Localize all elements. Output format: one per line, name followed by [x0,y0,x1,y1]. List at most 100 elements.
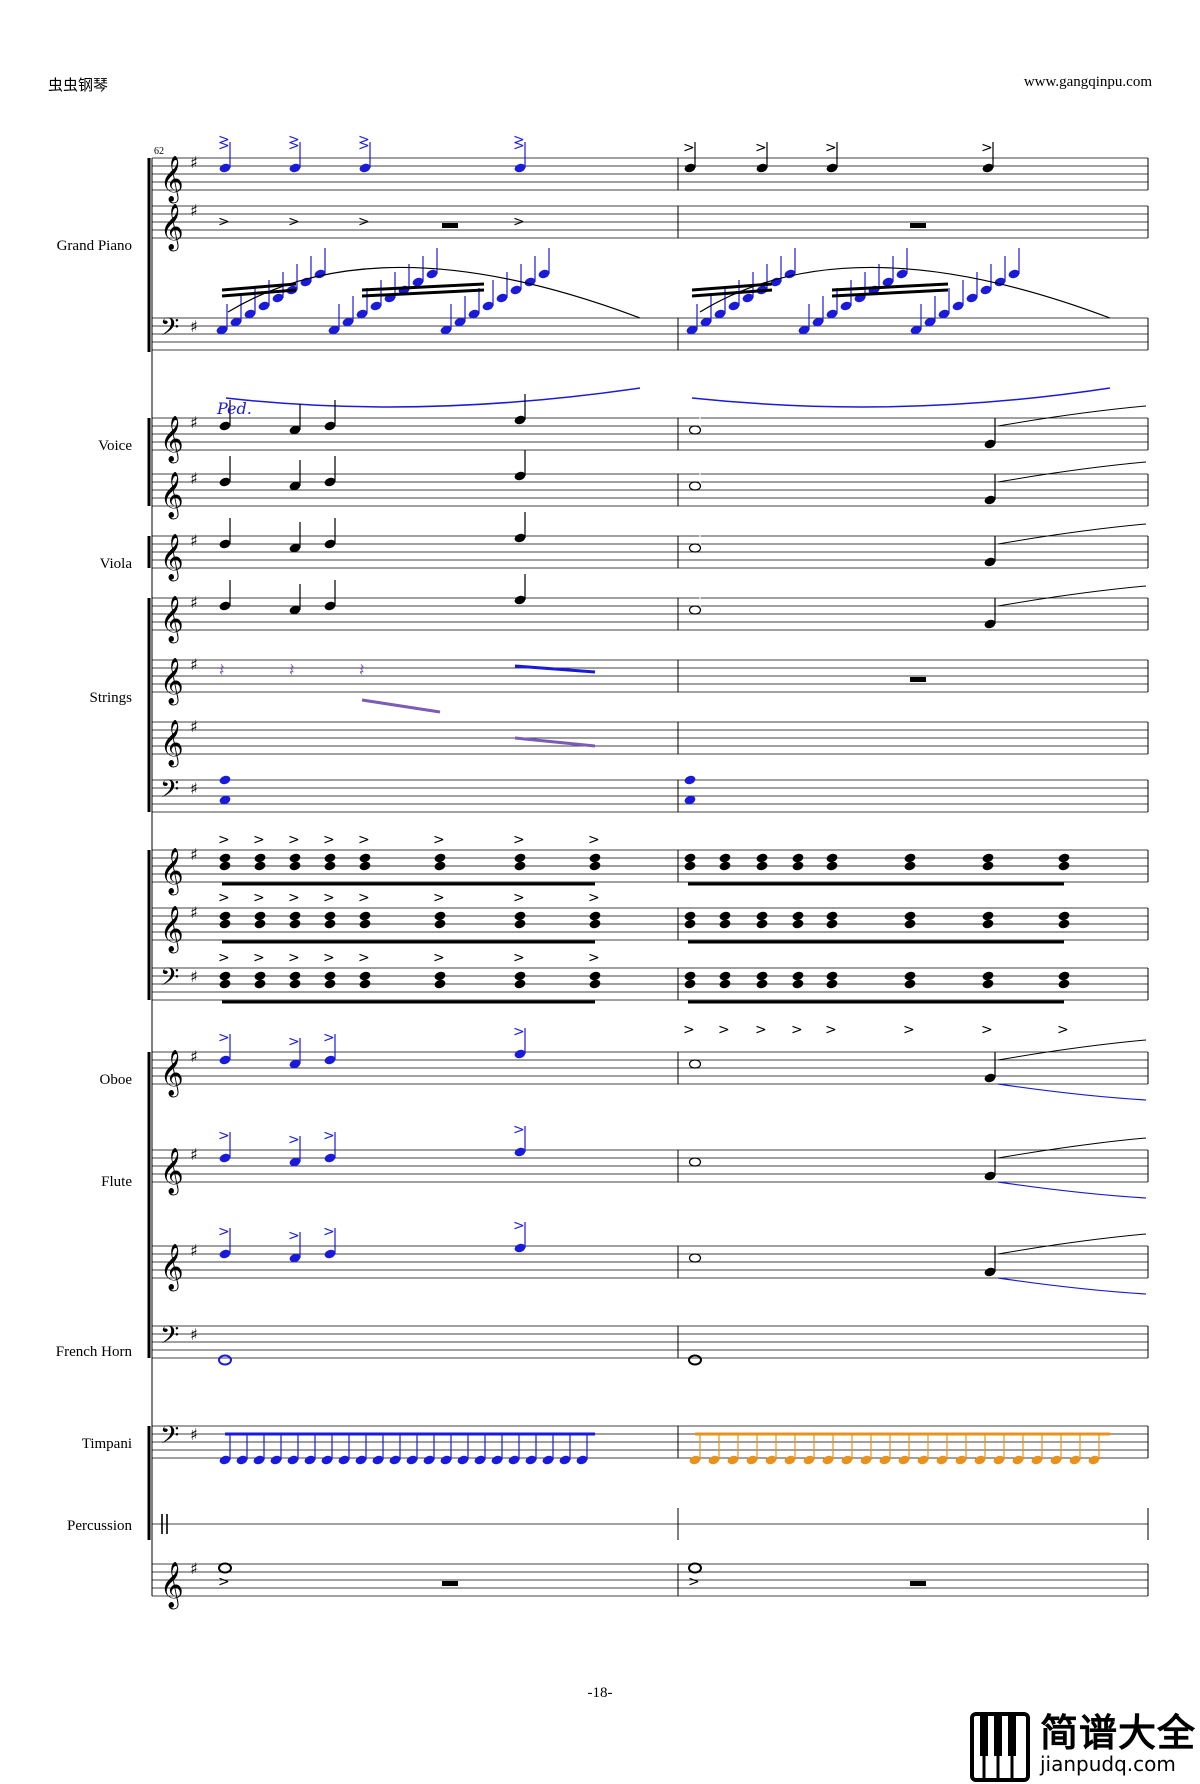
notehead [826,971,838,981]
accent-mark: > [288,132,300,148]
accent-mark: > [358,950,370,966]
notehead [514,595,526,605]
notehead [514,1049,526,1059]
notehead [792,853,804,863]
site-url-header[interactable]: www.gangqinpu.com [1023,74,1152,90]
accent-mark: > [218,1030,230,1046]
timpani-note [974,1455,986,1465]
whole-rest [910,1581,926,1586]
notehead [324,1055,336,1065]
accent-mark: > [513,214,525,230]
notehead [434,861,446,871]
notehead [589,861,601,871]
phrase-slur [997,1181,1147,1199]
sixteenth-note [538,269,550,279]
notehead [434,853,446,863]
half-notehead [688,543,702,553]
sixteenth-note [728,301,740,311]
sixteenth-note [686,325,698,335]
sharp-key-signature: ♯ [190,317,198,336]
notehead [1058,919,1070,929]
notehead [792,971,804,981]
phrase-slur [997,1277,1147,1295]
notehead [324,853,336,863]
quarter-rest: 𝄽 [289,660,295,681]
treble-clef-icon: 𝄞 [160,720,184,768]
notehead [324,539,336,549]
accent-mark: > [218,138,230,154]
sharp-key-signature: ♯ [190,1241,198,1260]
notehead [289,861,301,871]
accent-mark: > [903,1022,915,1038]
instrument-label-strings: Strings [89,690,132,706]
sixteenth-note [510,285,522,295]
notehead [219,1153,231,1163]
accent-mark: > [323,1030,335,1046]
sixteenth-note [244,309,256,319]
beam [514,664,596,674]
accent-mark: > [323,1224,335,1240]
sharp-key-signature: ♯ [190,717,198,736]
accent-mark: > [755,140,767,156]
half-notehead [688,1157,702,1167]
beam [831,288,949,298]
notehead [756,911,768,921]
instrument-label-percussion: Percussion [67,1518,132,1534]
half-notehead [688,1059,702,1069]
notehead [984,619,996,629]
notehead [589,979,601,989]
phrase-slur [997,1233,1147,1255]
timpani-note [1012,1455,1024,1465]
notehead [219,911,231,921]
instrument-label-oboe: Oboe [99,1072,133,1088]
treble-clef-icon: 𝄞 [160,534,184,582]
timpani-note [355,1455,367,1465]
accent-mark: > [513,832,525,848]
timpani-note [689,1455,701,1465]
timpani-note [457,1455,469,1465]
accent-mark: > [358,214,370,230]
notehead [984,439,996,449]
treble-clef-icon: 𝄞 [160,204,184,252]
treble-clef-icon: 𝄞 [160,596,184,644]
treble-clef-icon: 𝄞 [160,906,184,954]
sharp-key-signature: ♯ [190,779,198,798]
half-note [689,481,701,491]
accent-mark: > [755,1022,767,1038]
notehead [904,853,916,863]
notehead [984,1171,996,1181]
sixteenth-note [230,317,242,327]
notehead [324,861,336,871]
notehead [219,971,231,981]
notehead [719,861,731,871]
accent-mark: > [288,214,300,230]
notehead [219,775,231,785]
notehead [219,421,231,431]
notehead [324,919,336,929]
sixteenth-note [910,325,922,335]
accent-mark: > [323,1128,335,1144]
beam [361,288,485,298]
accent-mark: > [288,950,300,966]
timpani-note [898,1455,910,1465]
notehead [289,979,301,989]
accent-mark: > [288,1228,300,1244]
notehead [289,853,301,863]
sixteenth-note [812,317,824,327]
notehead [904,861,916,871]
notehead [219,163,231,173]
pedal-slur [225,387,641,408]
site-logo[interactable]: 简谱大全 jianpudq.com [968,1700,1200,1784]
accent-mark: > [218,832,230,848]
accent-mark: > [683,140,695,156]
notehead [514,861,526,871]
notehead [514,1243,526,1253]
accent-mark: > [433,890,445,906]
notehead [514,971,526,981]
notehead [589,971,601,981]
timpani-note [993,1455,1005,1465]
notehead [904,919,916,929]
half-notehead [688,481,702,491]
sixteenth-note [896,269,908,279]
